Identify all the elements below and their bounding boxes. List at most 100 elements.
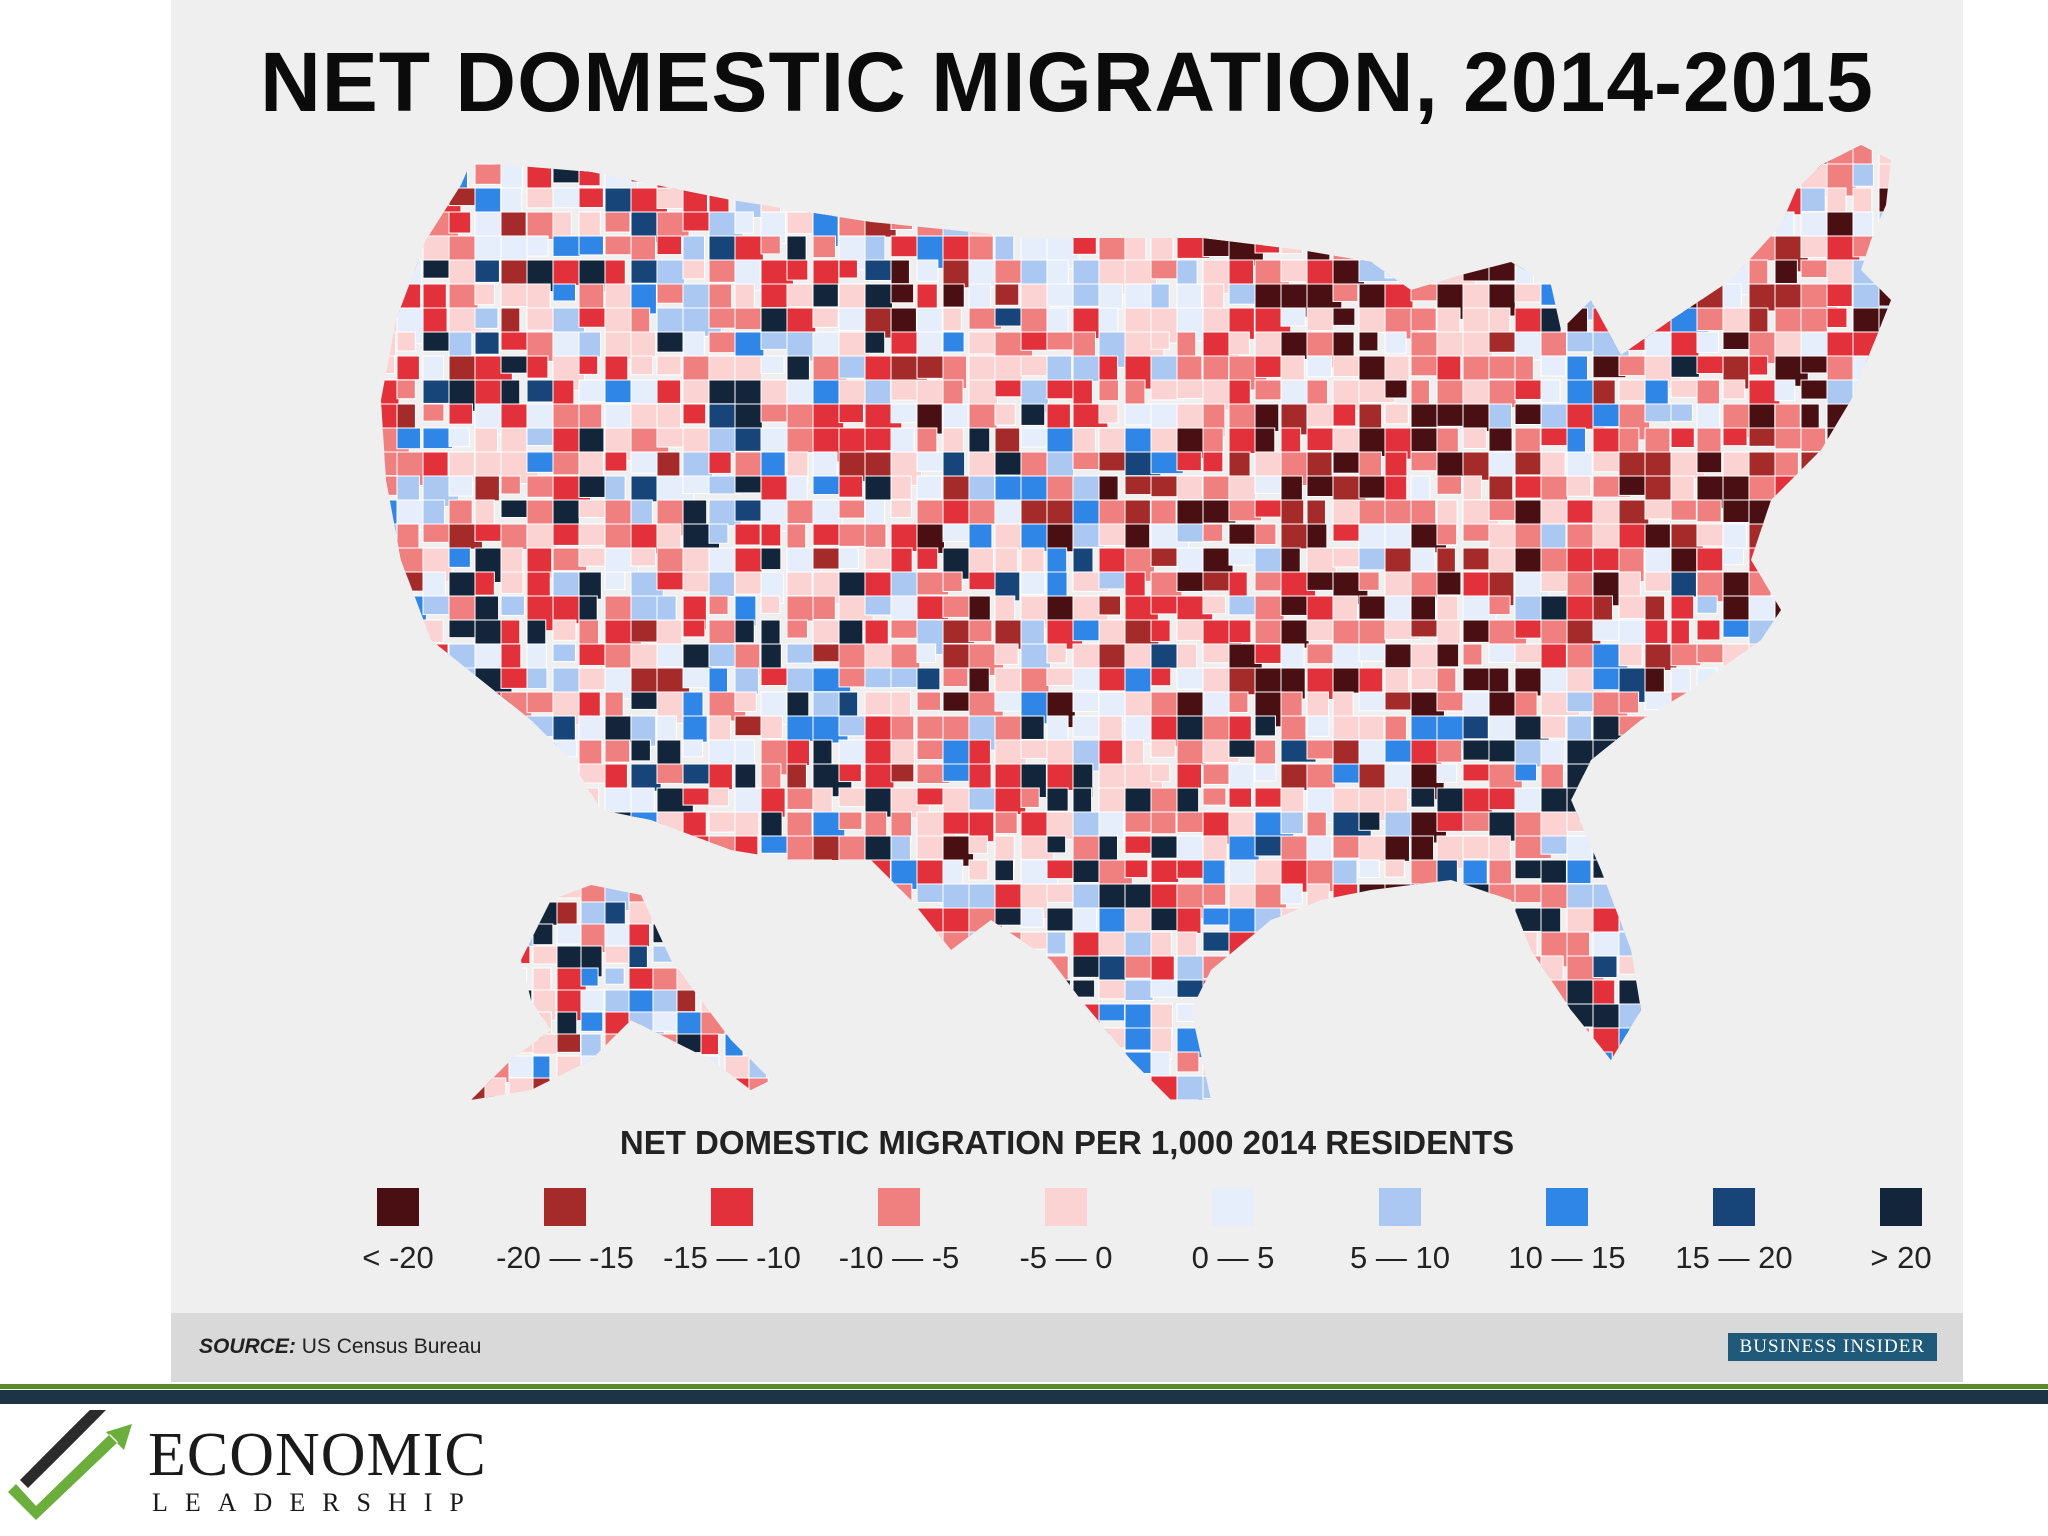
county-cell [1280,955,1313,978]
county-cell [396,883,425,915]
county-cell [773,1034,798,1051]
county-cell [471,945,498,963]
county-cell [994,145,1034,163]
county-cell [1072,379,1093,408]
county-cell [748,967,771,991]
county-cell [916,163,954,192]
county-cell [1150,811,1177,835]
county-cell [604,1077,626,1100]
county-cell [812,307,839,328]
county-cell [1384,835,1410,862]
county-cell [1436,643,1460,668]
county-cell [1072,883,1104,909]
county-cell [1748,523,1773,550]
county-cell [890,907,910,926]
legend-label: 15 — 20 [1675,1240,1793,1275]
county-cell [1722,643,1752,672]
county-cell [700,1033,720,1056]
county-cell [652,1077,677,1100]
county-cell [471,1011,492,1041]
county-cell [1358,211,1388,242]
county-cell [1722,883,1744,908]
county-cell [1488,163,1509,185]
county-cell [968,187,991,225]
county-cell [1852,523,1891,560]
county-cell [604,1033,628,1066]
county-cell [1436,403,1467,427]
county-cell [1098,931,1128,957]
county-cell [812,931,843,966]
county-cell [1826,475,1857,504]
legend-label: 0 — 5 [1191,1240,1275,1275]
county-cell [1306,187,1332,220]
county-cell [381,595,392,626]
county-cell [396,145,437,171]
county-cell [1618,739,1657,766]
county-cell [968,403,998,429]
county-cell [1072,1051,1109,1085]
county-cell [676,1055,708,1088]
county-cell [968,1027,995,1049]
county-cell [1202,211,1242,245]
county-cell [1878,1075,1891,1100]
county-cell [1826,355,1858,381]
county-cell [381,1099,395,1100]
county-cell [1618,355,1649,377]
county-cell [1124,811,1154,833]
county-cell [474,145,515,159]
county-cell [381,571,409,594]
county-cell [1332,1075,1366,1099]
county-cell [1826,283,1853,308]
legend-swatch [1880,1188,1922,1226]
county-cell [1800,595,1826,619]
map-title: NET DOMESTIC MIGRATION, 2014-2015 [260,35,1874,129]
county-cell [1618,1027,1641,1047]
county-cell [1098,187,1132,213]
footer-rule-green [0,1384,2048,1389]
county-cell [1358,811,1381,831]
county-cell [1098,1099,1120,1100]
county-cell [1514,763,1538,782]
county-cell [1254,1003,1293,1041]
county-cell [682,931,712,967]
county-cell [422,1027,458,1051]
county-cell [1774,979,1795,1017]
county-cell [604,211,631,233]
county-cell [1358,1051,1399,1075]
county-cell [994,283,1020,306]
county-cell [1332,1003,1354,1028]
county-cell [786,619,808,639]
county-cell [1696,811,1718,848]
county-cell [1670,811,1706,849]
county-cell [1800,811,1839,832]
legend-item: 0 — 5 [1149,1188,1317,1276]
county-cell [381,739,395,762]
county-cell [700,1099,723,1100]
county-cell [1514,1051,1540,1074]
county-cell [1176,283,1203,309]
county-cell [760,163,793,185]
county-cell [1202,595,1226,615]
county-cell [422,907,453,942]
county-cell [1280,619,1310,649]
county-cell [1670,187,1696,224]
county-cell [1228,955,1257,984]
county-cell [1202,355,1230,383]
county-cell [628,901,653,926]
county-cell [1540,211,1569,230]
county-cell [1748,811,1783,844]
county-cell [1228,835,1260,865]
county-cell [786,163,823,196]
county-cell [448,1051,473,1070]
county-cell [1748,931,1772,959]
county-cell [942,427,964,454]
county-cell [1696,1003,1726,1027]
county-cell [422,835,446,869]
county-cell [734,955,765,993]
county-cell [556,1055,584,1087]
county-cell [994,211,1027,230]
county-cell [708,763,733,791]
county-cell [864,955,896,989]
county-cell [1358,145,1384,162]
county-cell [1358,835,1386,863]
